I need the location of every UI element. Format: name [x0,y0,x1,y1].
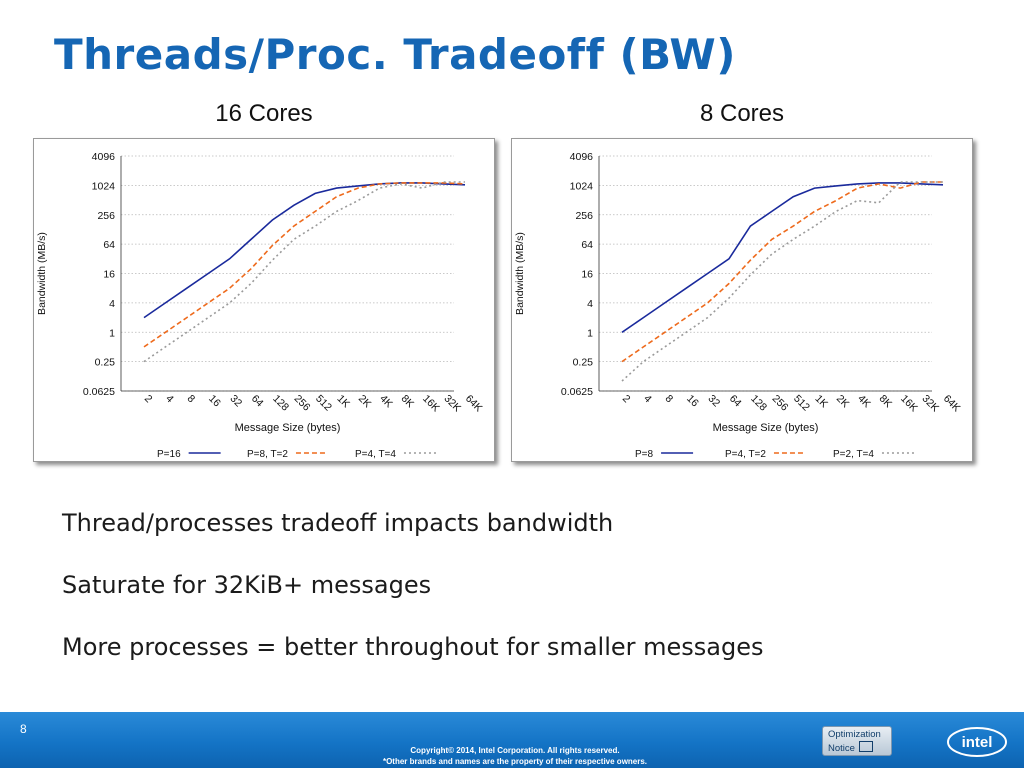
x-tick-label: 8K [877,393,895,411]
x-tick-label: 8 [185,393,198,406]
y-tick-label: 256 [97,210,115,222]
legend-label: P=16 [157,449,181,460]
y-tick-label: 1024 [92,180,116,192]
x-tick-label: 2 [620,393,633,406]
footer-bar: 8 Copyright© 2014, Intel Corporation. Al… [0,712,1024,768]
x-tick-label: 16K [898,393,920,415]
optimization-notice-button[interactable]: Optimization Notice [822,726,892,756]
x-tick-label: 32K [441,393,463,415]
x-tick-label: 8K [399,393,417,411]
x-axis-label: Message Size (bytes) [713,422,819,434]
copyright-notice: Copyright© 2014, Intel Corporation. All … [300,745,730,767]
legend-label: P=8 [635,449,654,460]
x-tick-label: 2K [834,393,852,411]
series-line [621,182,944,333]
x-tick-label: 16 [684,393,701,410]
y-tick-label: 0.25 [573,357,594,369]
x-tick-label: 64 [249,393,266,410]
intel-logo-text: intel [962,734,993,751]
y-tick-label: 4 [109,298,115,310]
y-tick-label: 64 [581,239,593,251]
x-axis-label: Message Size (bytes) [235,422,341,434]
x-tick-label: 32K [919,393,941,415]
x-tick-label: 2K [356,393,374,411]
bullet-item: Thread/processes tradeoff impacts bandwi… [62,509,614,537]
y-axis-label: Bandwidth (MB/s) [514,232,526,315]
legend-label: P=4, T=4 [355,449,396,460]
y-tick-label: 4 [587,298,593,310]
trademark-line: *Other brands and names are the property… [382,757,648,766]
x-tick-label: 8 [663,393,676,406]
x-tick-label: 512 [313,393,334,414]
legend-label: P=4, T=2 [725,449,766,460]
x-tick-label: 512 [791,393,812,414]
intel-logo: intel [947,727,1007,757]
x-tick-label: 64K [463,393,485,415]
x-tick-label: 4K [855,393,873,411]
x-tick-label: 32 [227,393,244,410]
y-tick-label: 4096 [92,151,116,163]
y-tick-label: 4096 [570,151,594,163]
notice-icon [858,741,873,752]
legend-label: P=2, T=4 [833,449,874,460]
x-tick-label: 64K [941,393,963,415]
series-line [143,182,466,319]
y-tick-label: 0.0625 [561,386,593,398]
y-axis-label: Bandwidth (MB/s) [36,232,48,315]
x-tick-label: 2 [142,393,155,406]
series-line [143,182,466,348]
x-tick-label: 1K [812,393,830,411]
chart-panel-16-cores: 4096 1024 256 64 16 4 1 0.25 0.0625 2 4 8 16 32 64 128 2… [33,138,495,462]
y-tick-label: 64 [103,239,115,251]
legend-label: P=8, T=2 [247,449,288,460]
copyright-line: Copyright© 2014, Intel Corporation. All … [410,746,620,755]
x-tick-label: 4 [163,393,176,406]
y-tick-label: 0.0625 [83,386,115,398]
x-tick-label: 16K [420,393,442,415]
y-tick-label: 16 [581,269,593,281]
y-tick-label: 1 [109,327,115,339]
bullet-item: More processes = better throughout for s… [62,633,764,661]
x-tick-label: 16 [206,393,223,410]
y-tick-label: 1024 [570,180,594,192]
optimization-notice-label-2: Notice [828,743,855,754]
x-tick-label: 256 [292,393,313,414]
page-number: 8 [20,722,27,736]
x-tick-label: 32 [705,393,722,410]
chart-panel-8-cores: 4096 1024 256 64 16 4 1 0.25 0.0625 2 4 8 16 32 64 128 2… [511,138,973,462]
x-tick-label: 256 [770,393,791,414]
series-line [143,181,465,363]
series-line [621,181,943,382]
x-tick-label: 4 [641,393,654,406]
y-tick-label: 1 [587,327,593,339]
bullet-item: Saturate for 32KiB+ messages [62,571,432,599]
x-tick-label: 128 [748,393,769,414]
chart-title-16-cores: 16 Cores [215,100,313,127]
bullet-list: Thread/processes tradeoff impacts bandwi… [62,505,962,691]
x-tick-label: 1K [334,393,352,411]
optimization-notice-label: Optimization [828,729,881,740]
page-title: Threads/Proc. Tradeoff (BW) [54,30,736,79]
x-tick-label: 64 [727,393,744,410]
series-line [621,181,943,363]
y-tick-label: 256 [575,210,593,222]
y-tick-label: 16 [103,269,115,281]
x-tick-label: 4K [377,393,395,411]
chart-title-8-cores: 8 Cores [699,100,785,127]
y-tick-label: 0.25 [95,357,116,369]
x-tick-label: 128 [270,393,291,414]
